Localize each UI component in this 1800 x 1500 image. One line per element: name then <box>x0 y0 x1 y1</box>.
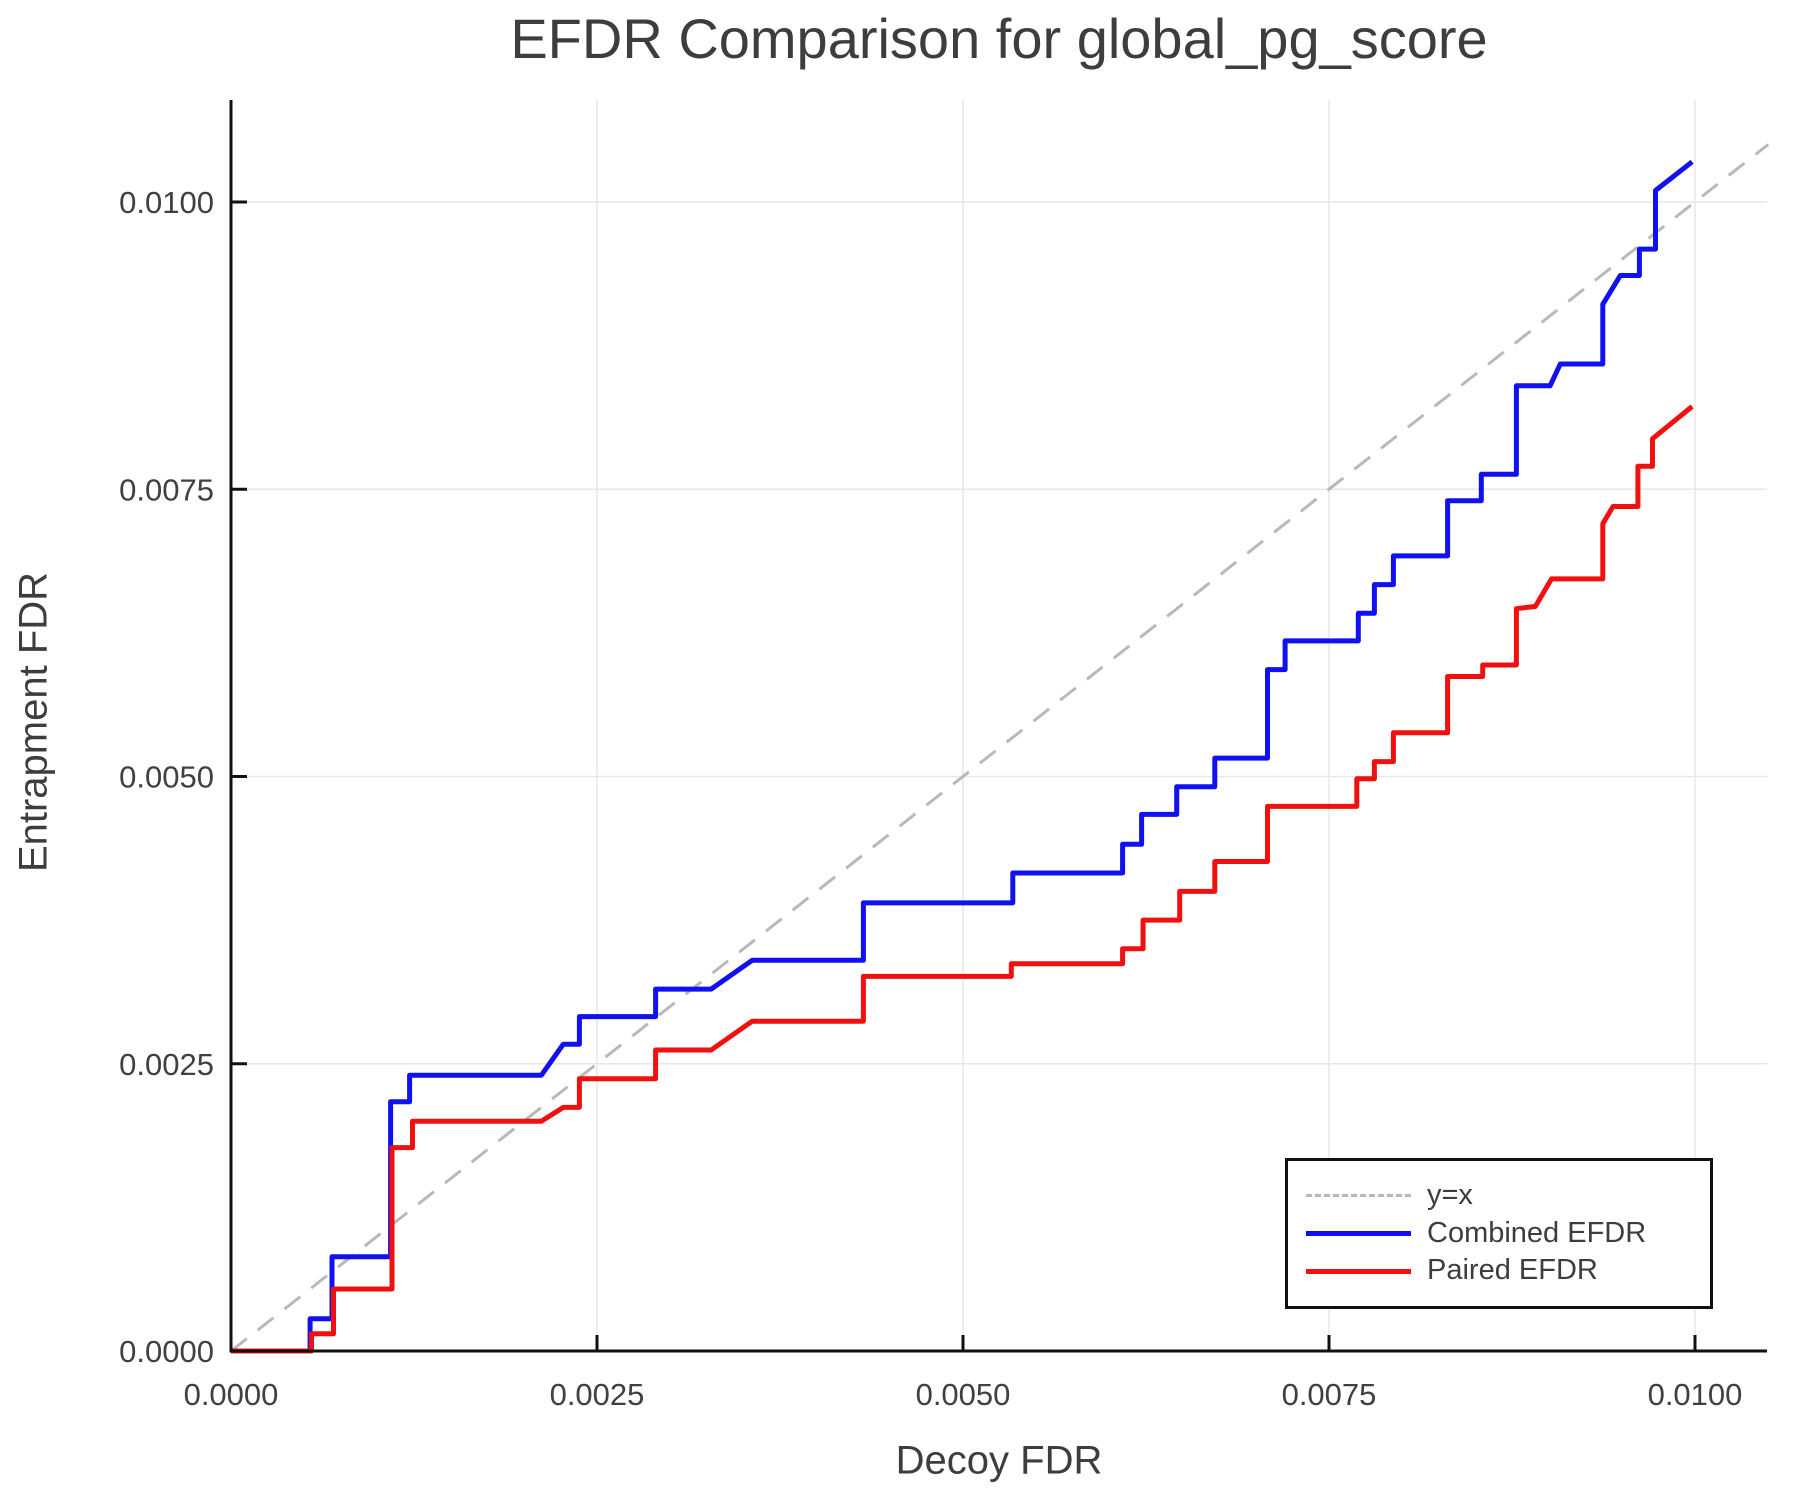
legend-item-combined-efdr: Combined EFDR <box>1306 1216 1710 1250</box>
legend-item-paired-efdr: Paired EFDR <box>1306 1255 1710 1287</box>
x-tick-label: 0.0025 <box>550 1377 645 1412</box>
legend-item-identity: y=x <box>1306 1178 1710 1212</box>
legend-label-combined-efdr: Combined EFDR <box>1427 1216 1647 1249</box>
y-tick-label: 0.0075 <box>119 472 214 507</box>
combined-efdr-line-sample-icon <box>1306 1230 1411 1236</box>
legend-label-identity: y=x <box>1427 1178 1473 1211</box>
y-tick-label: 0.0100 <box>119 185 214 220</box>
chart-title: EFDR Comparison for global_pg_score <box>510 7 1488 70</box>
x-tick-label: 0.0075 <box>1282 1377 1377 1412</box>
x-axis-label: Decoy FDR <box>895 1438 1103 1483</box>
paired-efdr-line-sample-icon <box>1306 1268 1411 1274</box>
paired-efdr-line <box>231 404 1694 1354</box>
x-tick-label: 0.0100 <box>1648 1377 1743 1412</box>
combined-efdr-line <box>231 159 1694 1354</box>
legend: y=x Combined EFDR Paired EFDR <box>1285 1158 1713 1309</box>
x-tick-label: 0.0000 <box>184 1377 279 1412</box>
y-tick-label: 0.0025 <box>119 1047 214 1082</box>
y-tick-label: 0.0050 <box>119 760 214 795</box>
y-tick-label: 0.0000 <box>119 1334 214 1369</box>
identity-line-sample-icon <box>1306 1194 1411 1198</box>
legend-label-paired-efdr: Paired EFDR <box>1427 1254 1598 1287</box>
identity-line <box>230 143 1770 1353</box>
y-axis-label: Entrapment FDR <box>11 571 56 873</box>
x-tick-label: 0.0050 <box>916 1377 1011 1412</box>
